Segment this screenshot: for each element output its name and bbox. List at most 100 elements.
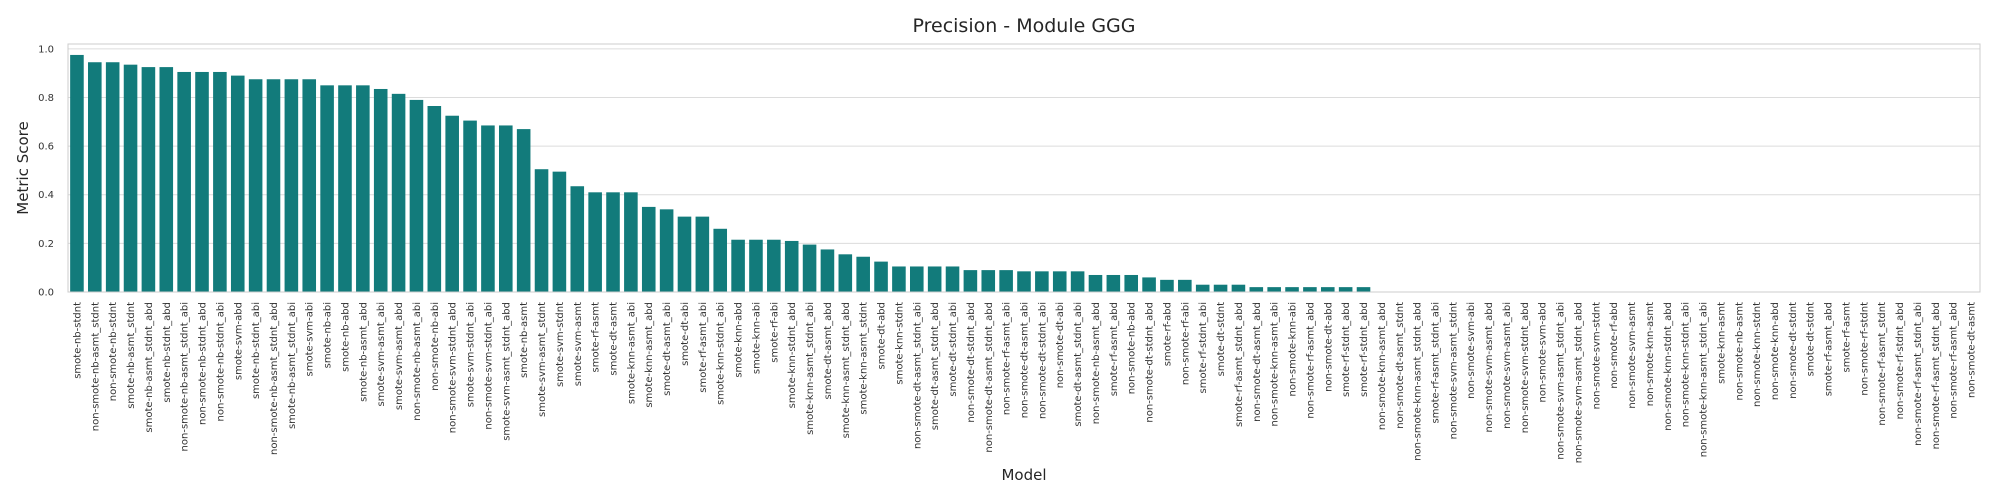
bar (677, 216, 692, 292)
x-tick-label: non-smote-svm-stdnt_abd (448, 302, 459, 433)
bar (70, 54, 84, 292)
x-tick-label: smote-nb-asmt_stdnt (126, 302, 137, 409)
bar (909, 266, 924, 292)
x-tick-label: non-smote-svm-abi (1466, 302, 1477, 399)
x-tick-label: non-smote-svm-asmt_abi (1502, 302, 1513, 429)
x-tick-label: non-smote-dt-asmt_stdnt_abi (912, 302, 923, 449)
bar (1285, 287, 1299, 292)
x-tick-label: non-smote-nb-abi (430, 302, 441, 391)
bar (1249, 287, 1264, 292)
bar (1320, 287, 1335, 292)
bar (659, 209, 674, 292)
x-tick-label: smote-nb-asmt_stdnt_abd (144, 302, 155, 433)
bar (1088, 274, 1103, 292)
bar (534, 169, 549, 292)
x-tick-label: non-smote-nb-asmt_stdnt (90, 302, 101, 431)
bar (1213, 284, 1228, 292)
bar (1195, 284, 1210, 292)
y-tick-label: 0.4 (38, 190, 54, 201)
x-tick-label: smote-nb-asmt (519, 302, 530, 378)
x-tick-label: smote-nb-abd (340, 302, 351, 372)
bar (499, 125, 513, 292)
x-tick-label: non-smote-nb-asmt (1734, 302, 1745, 401)
x-tick-label: non-smote-rf-stdnt (1859, 302, 1870, 396)
x-tick-label: smote-knn-abd (734, 302, 745, 378)
y-tick-labels: 0.0 0.2 0.4 0.6 0.8 1.0 (38, 44, 54, 298)
bar (963, 270, 978, 292)
bar (802, 244, 817, 292)
bar (838, 254, 853, 292)
x-tick-label: non-smote-svm-asmt_stdnt (1448, 302, 1459, 439)
bar (105, 62, 120, 293)
bar (1178, 279, 1192, 292)
bar (552, 171, 567, 292)
x-tick-label: non-smote-nb-stdnt_abi (215, 302, 226, 421)
bar (1106, 274, 1121, 292)
bar (123, 64, 138, 293)
bar (749, 239, 763, 292)
x-tick-labels: smote-nb-stdnt non-smote-nb-asmt_stdnt non… (72, 302, 1977, 463)
x-tick-label: non-smote-knn-stdnt_abi (1681, 302, 1692, 427)
bar (248, 79, 263, 292)
bar (481, 125, 495, 292)
bar (373, 88, 388, 292)
x-tick-label: non-smote-rf-abd (1609, 302, 1620, 389)
bar (784, 240, 799, 292)
bar (606, 192, 620, 292)
x-tick-label: smote-nb-stdnt_abi (251, 302, 262, 399)
x-tick-label: smote-rf-asmt_abd (1824, 302, 1835, 396)
x-tick-label: non-smote-nb-abd (1127, 302, 1138, 394)
y-tick-label: 1.0 (38, 44, 54, 55)
x-tick-label: smote-dt-stdnt (1806, 302, 1817, 376)
x-tick-label: smote-dt-stdnt (1216, 302, 1227, 376)
x-tick-label: non-smote-rf-asmt_abd (1305, 302, 1316, 419)
x-tick-label: non-smote-knn-stdnt (1752, 302, 1763, 407)
bar (391, 93, 406, 292)
x-tick-label: smote-knn-asmt_abd (644, 302, 655, 408)
bar (302, 79, 317, 292)
x-tick-label: smote-dt-abi (680, 302, 691, 366)
bar (999, 270, 1013, 292)
x-tick-label: smote-nb-abi (323, 302, 334, 368)
x-tick-label: non-smote-svm-asmt_abd (1484, 302, 1495, 432)
bar (1070, 271, 1085, 292)
x-tick-label: smote-rf-asmt_abi (698, 302, 709, 393)
x-tick-label: non-smote-rf-stdnt_abd (1895, 302, 1906, 419)
x-tick-label: non-smote-nb-asmt_stdnt_abd (269, 302, 280, 455)
bar (516, 129, 531, 292)
x-tick-label: smote-rf-stdnt_abd (1341, 302, 1352, 397)
x-tick-label: non-smote-dt-asmt_stdnt_abd (984, 302, 995, 453)
x-tick-label: smote-svm-asmt_stdnt_abd (501, 302, 512, 441)
x-tick-label: smote-nb-stdnt_abd (162, 302, 173, 403)
x-tick-label: smote-svm-abd (233, 302, 244, 380)
x-tick-label: non-smote-dt-asmt_abi (1020, 302, 1031, 418)
bar (1052, 271, 1067, 292)
bar (177, 71, 191, 292)
x-tick-label: non-smote-svm-stdnt_abd (1520, 302, 1531, 433)
bar (945, 266, 960, 292)
bar (570, 186, 585, 292)
x-tick-label: smote-knn-asmt_stdnt (859, 302, 870, 415)
x-tick-label: smote-knn-stdnt_abd (787, 302, 798, 408)
x-tick-label: non-smote-dt-asmt_abd (1252, 302, 1263, 422)
x-tick-label: non-smote-svm-asmt_stdnt_abi (1556, 302, 1567, 460)
x-tick-label: non-smote-dt-asmt (1967, 302, 1978, 398)
x-tick-label: non-smote-dt-stdnt (1788, 302, 1799, 399)
plot-frame (67, 43, 1981, 293)
x-tick-label: smote-knn-asmt_abi (626, 302, 637, 404)
x-tick-label: smote-knn-stdnt (894, 302, 905, 385)
x-tick-label: smote-knn-stdnt_abi (716, 302, 727, 405)
x-tick-label: non-smote-dt-stdnt_abd (1145, 302, 1156, 423)
x-tick-label: smote-knn-abi (751, 302, 762, 374)
chart-title: Precision - Module GGG (912, 15, 1135, 37)
bar (195, 71, 209, 292)
x-tick-label: smote-svm-abi (305, 302, 316, 376)
bar (820, 249, 835, 292)
bar (874, 261, 888, 292)
y-axis-label: Metric Score (14, 121, 32, 214)
bar (141, 67, 156, 292)
x-tick-label: smote-nb-asmt_stdnt_abi (287, 302, 298, 429)
bar (588, 192, 602, 292)
bar (1017, 271, 1031, 292)
bar (356, 85, 370, 292)
